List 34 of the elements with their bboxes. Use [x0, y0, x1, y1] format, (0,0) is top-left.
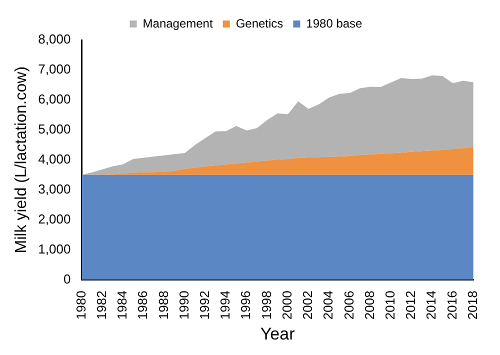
x-tick-label: 1982	[94, 290, 109, 320]
x-tick-label: 1990	[176, 290, 192, 320]
x-tick-label: 1984	[114, 290, 130, 320]
x-tick-label: 2018	[464, 290, 480, 320]
x-tick-label: 1996	[238, 290, 254, 320]
legend-label: Genetics	[236, 16, 284, 30]
y-tick-label: 6,000	[38, 92, 71, 106]
x-tick-label: 2000	[279, 290, 294, 320]
x-tick-label: 2010	[382, 290, 398, 320]
y-tick-label: 1,000	[38, 241, 71, 256]
x-tick-label: 2016	[444, 290, 460, 320]
x-tick-label: 1992	[196, 290, 212, 320]
x-tick-label: 2004	[320, 290, 336, 320]
x-tick-label: 1994	[218, 290, 233, 320]
x-tick-label: 1998	[258, 290, 274, 320]
x-tick-label: 1986	[135, 290, 150, 320]
legend-label: 1980 base	[306, 16, 363, 30]
x-tick-label: 1988	[156, 290, 171, 320]
y-tick-label: 5,000	[38, 121, 71, 136]
x-tick-label: 2012	[403, 290, 418, 320]
x-tick-label: 2002	[300, 290, 316, 320]
y-tick-label: 7,000	[38, 62, 71, 77]
legend-label: Management	[142, 16, 214, 30]
y-tick-label: 4,000	[38, 151, 71, 166]
y-tick-label: 2,000	[38, 211, 71, 226]
x-tick-label: 1980	[73, 290, 88, 320]
y-axis-title: Milk yield (L/lactation.cow)	[13, 66, 30, 254]
y-tick-label: 0	[63, 271, 71, 286]
x-tick-label: 2008	[362, 290, 377, 320]
y-tick-label: 8,000	[38, 32, 71, 47]
y-tick-label: 3,000	[38, 181, 71, 196]
x-axis-title: Year	[260, 324, 296, 344]
x-tick-label: 2006	[341, 290, 356, 320]
x-tick-label: 2014	[424, 290, 439, 320]
